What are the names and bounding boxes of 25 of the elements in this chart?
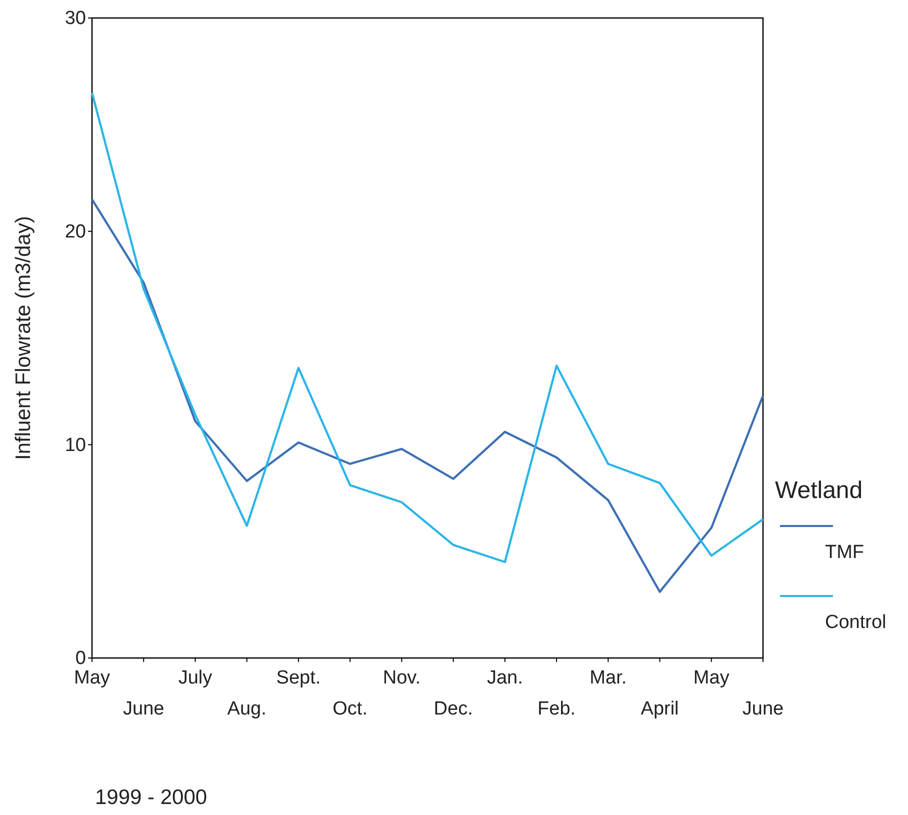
- x-tick-label: Feb.: [538, 698, 576, 720]
- y-tick-label: 10: [64, 434, 86, 456]
- x-tick-label: Nov.: [382, 667, 421, 688]
- x-tick-label: Aug.: [227, 698, 266, 720]
- line-series: [90, 92, 764, 564]
- x-tick-label: April: [640, 698, 679, 720]
- x-tick-label: Jan.: [486, 667, 523, 688]
- x-tick-label: Oct.: [332, 698, 368, 720]
- legend-label: TMF: [825, 542, 864, 563]
- y-axis-title: Influent Flowrate (m3/day): [12, 216, 35, 460]
- x-tick-label: July: [178, 667, 213, 688]
- legend-label: Control: [825, 612, 886, 633]
- x-tick-label: June: [123, 698, 164, 720]
- legend-title: Wetland: [775, 477, 863, 504]
- x-tick-label: May: [693, 667, 730, 688]
- x-tick-label: June: [742, 698, 784, 720]
- y-tick-label: 20: [64, 221, 86, 242]
- y-tick-label: 30: [64, 8, 86, 30]
- y-tick-label: 0: [75, 648, 86, 670]
- x-tick-label: Dec.: [434, 698, 473, 720]
- line-series: [90, 198, 764, 593]
- x-tick-label: Mar.: [590, 667, 627, 688]
- text: 1999 - 2000: [95, 786, 208, 809]
- x-tick-label: May: [74, 667, 110, 688]
- x-tick-label: Sept.: [276, 667, 321, 688]
